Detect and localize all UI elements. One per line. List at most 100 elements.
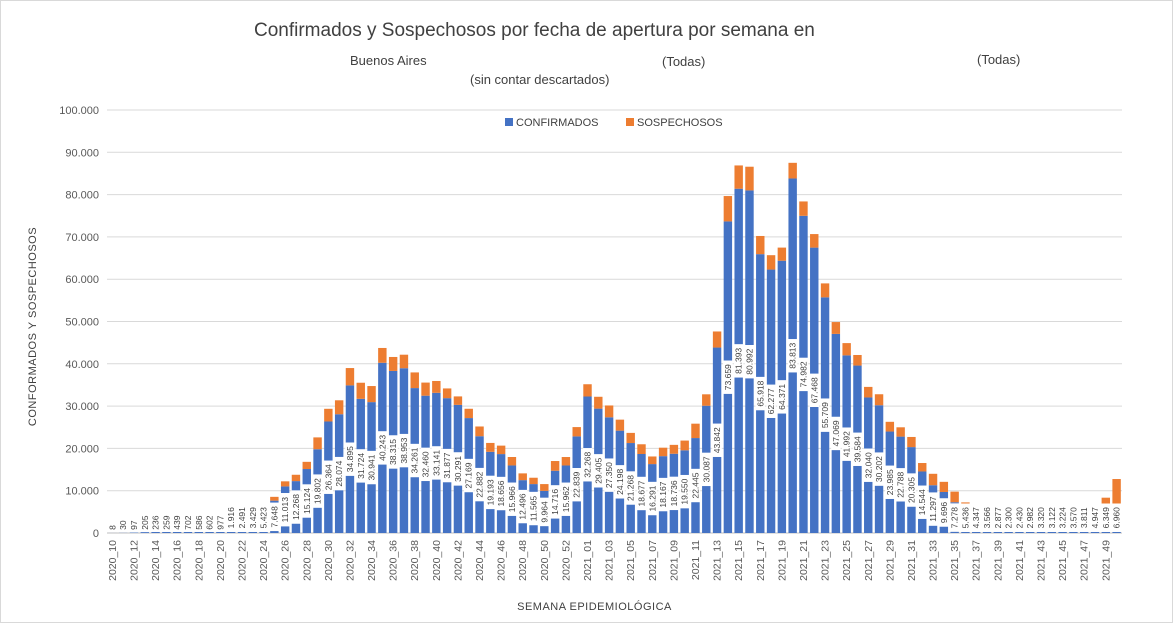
x-tick-label: 2020_24 [258,540,270,581]
bar-sospechosos [518,473,527,481]
bar-sospechosos [820,283,830,298]
value-label: 4.947 [1090,503,1100,532]
value-label-text: 18.677 [636,480,646,506]
value-label-box [107,523,118,532]
value-label: 16.291 [647,481,657,516]
value-label-box [604,458,614,492]
value-label: 32.040 [863,448,873,482]
bar-sospechosos [669,444,679,454]
value-label: 74.982 [798,357,809,392]
x-tick-label: 2021_03 [604,540,616,581]
x-tick-label: 2021_21 [798,540,810,581]
bar-sospechosos [788,162,797,179]
value-label: 3.429 [248,503,258,532]
bar-sospechosos [302,461,311,470]
y-tick-label: 0 [93,528,99,540]
value-label-box [539,497,550,527]
bar-sospechosos [540,484,549,491]
bar-confirmados [151,532,160,533]
value-label-text: 34.895 [345,446,355,472]
value-label-text: 5.423 [259,507,269,529]
value-label: 22.882 [474,467,485,502]
value-label: 2.430 [1014,503,1024,532]
bar-sospechosos [378,347,387,363]
value-label-box [550,485,560,519]
value-label-box [744,345,755,379]
value-label-text: 22.839 [572,471,582,497]
value-label-text: 26.364 [323,464,333,490]
value-label-box [474,467,485,502]
value-label-text: 977 [215,515,225,529]
value-label-box [701,452,712,487]
y-tick-label: 100.000 [59,105,99,117]
value-label: 2.300 [1003,503,1014,532]
bar-sospechosos [626,432,635,444]
value-label-text: 439 [172,515,182,529]
value-label: 3.320 [1036,503,1046,532]
value-label: 11.013 [280,493,290,527]
value-label: 7.278 [950,503,960,532]
value-label: 22.788 [896,468,906,502]
value-label-box [140,513,150,533]
legend-label-sospechosos: SOSPECHOSOS [637,117,723,129]
bar-sospechosos [680,440,689,451]
legend-swatch-confirmados [505,118,513,126]
value-label-box [809,373,820,408]
value-label-box [1068,503,1079,532]
x-tick-label: 2020_16 [172,540,184,581]
value-label: 28.074 [334,456,344,491]
value-label-box [442,448,452,483]
value-label: 34.895 [345,442,355,476]
value-label-text: 83.813 [788,342,798,368]
value-label-text: 32.268 [583,451,593,477]
x-tick-label: 2021_25 [841,540,853,581]
value-label: 9.964 [539,497,550,527]
value-label-box [798,357,809,392]
value-label-text: 236 [151,515,161,529]
x-tick-label: 2020_48 [517,540,529,581]
value-label-box [215,513,226,533]
bar-sospechosos [410,372,419,389]
value-label-box [1003,503,1014,532]
value-label-text: 19.193 [485,479,495,505]
value-label-box [377,431,388,465]
value-label-text: 2.491 [237,507,247,529]
bar-sospechosos [572,427,581,437]
bar-sospechosos [486,442,495,452]
value-label: 15.962 [561,482,571,516]
value-label-text: 23.985 [885,469,895,495]
x-tick-label: 2020_26 [280,540,292,581]
value-label: 4.347 [971,503,981,532]
value-label-box [453,452,463,486]
value-label-box [949,503,960,532]
value-label: 702 [183,513,193,533]
value-label-box [150,513,161,533]
bar-sospechosos [756,235,765,255]
value-label-text: 602 [205,515,215,529]
value-label-box [485,475,496,510]
y-tick-label: 60.000 [65,274,99,286]
value-label-text: 15.966 [507,486,517,512]
value-label-text: 259 [161,515,171,529]
value-label-text: 27.169 [464,462,474,488]
value-label-text: 3.429 [248,507,258,529]
value-label: 15.124 [302,484,312,518]
value-label-box [528,491,539,526]
bar-sospechosos [345,368,355,386]
bar-sospechosos [723,196,733,222]
value-label-box [1111,503,1122,532]
value-label-text: 38.315 [388,439,398,465]
bar-sospechosos [658,447,668,457]
bar-sospechosos [691,423,700,439]
value-label: 3.570 [1068,503,1079,532]
bar-sospechosos [615,419,625,431]
legend-swatch-sospechosos [626,118,634,126]
value-label-box [874,452,884,486]
x-tick-label: 2021_39 [992,540,1004,581]
value-label: 47.069 [831,416,841,451]
bar-sospechosos [291,474,301,482]
value-label: 81.393 [734,344,744,378]
bar-sospechosos [918,463,927,472]
value-label: 5.423 [259,503,269,532]
bar-sospechosos [453,396,463,405]
